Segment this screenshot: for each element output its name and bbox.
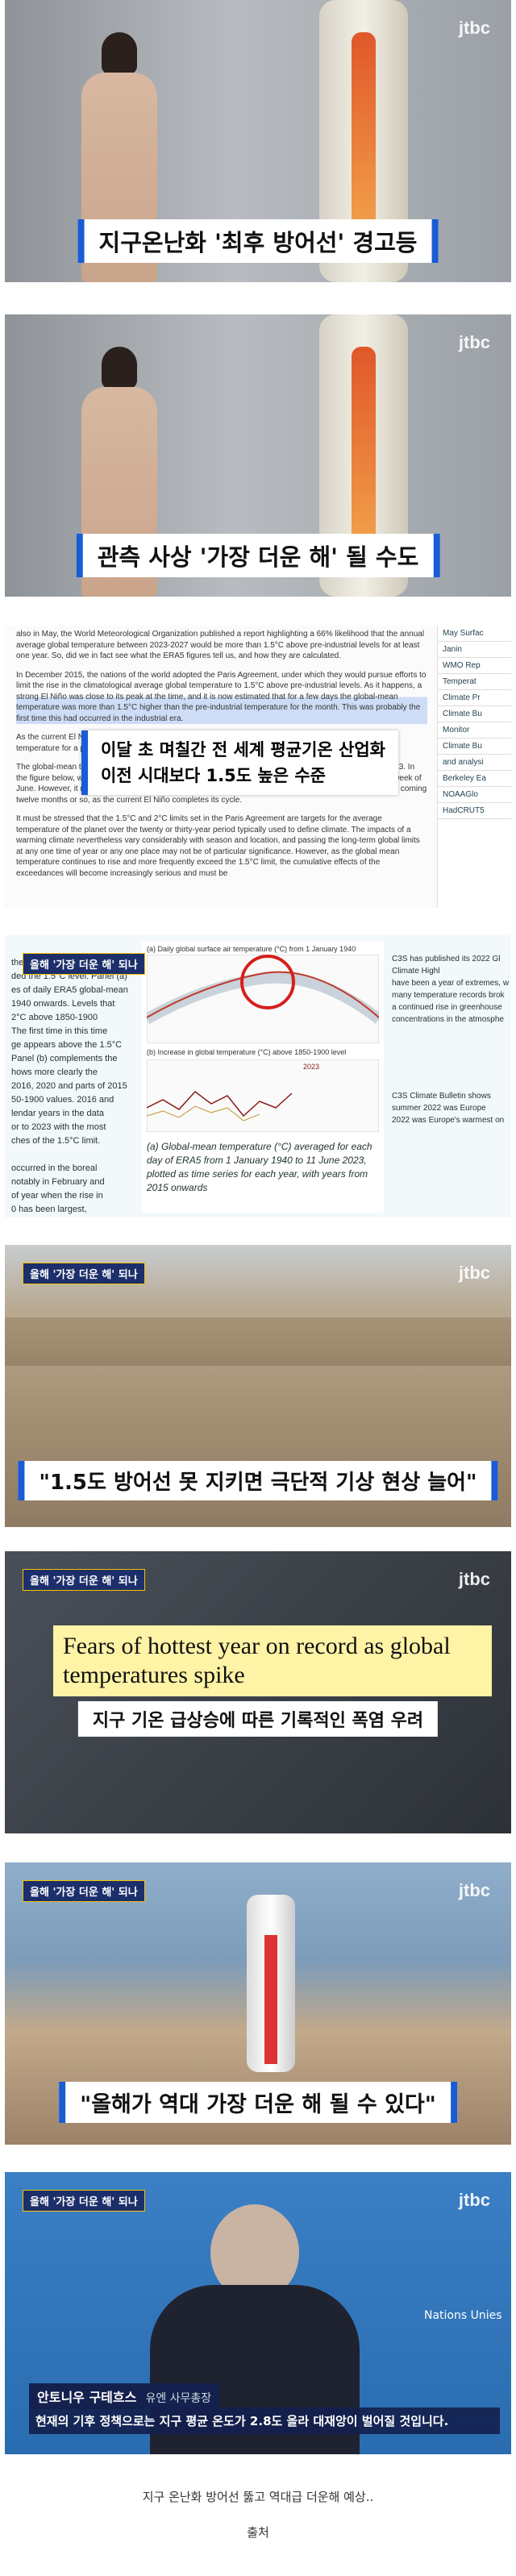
headline: Fears of hottest year on record as globa…	[53, 1625, 492, 1696]
sidebar-item: Climate Bu	[438, 706, 511, 722]
text-line: hows more clearly the	[11, 1067, 98, 1077]
sidebar-item: Janin	[438, 642, 511, 658]
overlay-line: 이전 시대보다 1.5도 높은 수준	[101, 766, 326, 785]
sidebar: May Surfac Janin WMO Rep Temperat Climate Pr…	[437, 626, 511, 908]
text-line: of year when the rise in	[11, 1191, 103, 1201]
text-line: occurred in the boreal	[11, 1163, 98, 1173]
backdrop-text: Nations Unies	[424, 2309, 502, 2322]
report-frame: the first time globalded the 1.5°C level…	[5, 935, 511, 1217]
plot-area	[147, 1059, 379, 1132]
text-line: have been a year of extremes, w	[392, 979, 510, 988]
chart-image: (a) Daily global surface air temperature…	[142, 942, 384, 1213]
chart-title: (a) Daily global surface air temperature…	[147, 945, 356, 953]
line	[147, 1090, 293, 1117]
speaker-role: 유엔 사무총장	[145, 2392, 212, 2405]
logo: jtbc	[458, 1880, 490, 1900]
text-line: es of daily ERA5 global-mean	[11, 985, 128, 995]
sidebar-item: Berkeley Ea	[438, 771, 511, 787]
paragraph: also in May, the World Meteorological Or…	[16, 630, 425, 660]
line-2023	[147, 971, 379, 1018]
sidebar-item: Monitor	[438, 722, 511, 739]
news-frame: jtbc 올해 '가장 더운 해' 되나 "올해가 역대 가장 더운 해 될 수…	[5, 1862, 511, 2145]
text-line: The first time in this time	[11, 1026, 108, 1036]
text-line: many temperature records brok	[392, 991, 505, 1000]
text-line: C3S Climate Bulletin shows	[392, 1092, 491, 1101]
news-frame: jtbc 올해 '가장 더운 해' 되나 "1.5도 방어선 못 지키면 극단적…	[5, 1245, 511, 1527]
text-line: 0 has been largest,	[11, 1205, 87, 1214]
chart-label: 2023	[303, 1063, 320, 1071]
text-line: ge appears above the 1.5°C	[11, 1040, 123, 1050]
name-tag: 안토니우 구테흐스 유엔 사무총장	[29, 2383, 220, 2409]
chart-caption: (a) Global-mean temperature (°C) average…	[147, 1141, 372, 1193]
presenter-hair	[102, 347, 137, 389]
text-line: C3S has published its 2022 Gl	[392, 955, 501, 963]
thermometer-column	[352, 32, 376, 234]
logo: jtbc	[458, 332, 490, 352]
text-line: Climate Highl	[392, 967, 440, 976]
text-line: notably in February and	[11, 1177, 105, 1187]
highlight-circle	[240, 955, 295, 1009]
badge: 올해 '가장 더운 해' 되나	[23, 1880, 145, 1902]
text-line: 50-1900 values. 2016 and	[11, 1095, 114, 1105]
speaker-name: 안토니우 구테흐스	[37, 2390, 137, 2405]
sidebar-item: Climate Pr	[438, 690, 511, 706]
text-line: 2016, 2020 and parts of 2015	[11, 1081, 127, 1091]
logo: jtbc	[458, 2190, 490, 2210]
thermometer-column	[264, 1935, 277, 2064]
sidebar-item: May Surfac	[438, 626, 511, 642]
logo: jtbc	[458, 1569, 490, 1589]
text-line: or to 2023 with the most	[11, 1122, 106, 1132]
presenter-hair	[102, 32, 137, 74]
badge: 올해 '가장 더운 해' 되나	[23, 2190, 145, 2212]
text-line: 2022 was Europe's warmest on	[392, 1116, 505, 1125]
badge: 올해 '가장 더운 해' 되나	[23, 953, 145, 975]
news-frame: jtbc 지구온난화 '최후 방어선' 경고등	[5, 0, 511, 282]
caption: 관측 사상 '가장 더운 해' 될 수도	[76, 534, 440, 577]
footer-source[interactable]: 출처	[247, 2525, 269, 2540]
text-line: lendar years in the data	[11, 1109, 104, 1118]
text-line: 1940 onwards. Levels that	[11, 999, 115, 1009]
thermometer-column	[352, 347, 376, 548]
overlay-line: 이달 초 며칠간 전 세계 평균기온 산업화	[101, 740, 385, 759]
text-line: ches of the 1.5°C limit.	[11, 1136, 101, 1146]
terrain	[5, 1317, 511, 1366]
left-text: the first time globalded the 1.5°C level…	[11, 956, 132, 1217]
paragraph: In December 2015, the nations of the wor…	[16, 669, 427, 724]
chart-title: (b) Increase in global temperature (°C) …	[147, 1048, 347, 1056]
document-frame: also in May, the World Meteorological Or…	[5, 626, 511, 908]
caption: 현재의 기후 정책으로는 지구 평균 온도가 2.8도 올라 대재앙이 벌어질 …	[29, 2407, 500, 2434]
line	[147, 1105, 260, 1122]
caption: "1.5도 방어선 못 지키면 극단적 기상 현상 늘어"	[18, 1461, 498, 1500]
text-line: Panel (b) complements the	[11, 1054, 118, 1063]
text-line: 2°C above 1850-1900	[11, 1013, 98, 1022]
text-line: concentrations in the atmosphe	[392, 1015, 504, 1024]
sidebar-item: WMO Rep	[438, 658, 511, 674]
badge: 올해 '가장 더운 해' 되나	[23, 1569, 145, 1591]
sidebar-item: Climate Bu	[438, 739, 511, 755]
text-line	[11, 1148, 132, 1162]
caption: 지구온난화 '최후 방어선' 경고등	[77, 219, 439, 263]
text-line: a continued rise in greenhouse	[392, 1003, 502, 1012]
sidebar-item: and analysi	[438, 755, 511, 771]
paragraph: It must be stressed that the 1.5°C and 2…	[16, 814, 420, 878]
text-line: summer 2022 was Europe	[392, 1104, 486, 1113]
envelope	[147, 972, 379, 1025]
caption: "올해가 역대 가장 더운 해 될 수 있다"	[59, 2082, 457, 2123]
overlay: 이달 초 며칠간 전 세계 평균기온 산업화 이전 시대보다 1.5도 높은 수…	[81, 730, 398, 795]
logo: jtbc	[458, 18, 490, 38]
sidebar-item: HadCRUT5	[438, 803, 511, 819]
sidebar-item: Temperat	[438, 674, 511, 690]
chart-b	[147, 1059, 379, 1132]
sidebar-item: NOAAGlo	[438, 787, 511, 803]
news-frame: Nations Unies jtbc 올해 '가장 더운 해' 되나 안토니우 …	[5, 2172, 511, 2454]
logo: jtbc	[458, 1263, 490, 1283]
badge: 올해 '가장 더운 해' 되나	[23, 1263, 145, 1284]
footer-text: 지구 온난화 방어선 뚫고 역대급 더운해 예상..	[142, 2490, 374, 2504]
caption: 지구 기온 급상승에 따른 기록적인 폭염 우려	[77, 1701, 439, 1737]
news-frame: jtbc 관측 사상 '가장 더운 해' 될 수도	[5, 314, 511, 597]
chart-a	[147, 955, 379, 1043]
news-frame: Fears of hottest year on record as globa…	[5, 1551, 511, 1833]
right-column: C3S has published its 2022 Gl Climate Hig…	[392, 942, 511, 1213]
